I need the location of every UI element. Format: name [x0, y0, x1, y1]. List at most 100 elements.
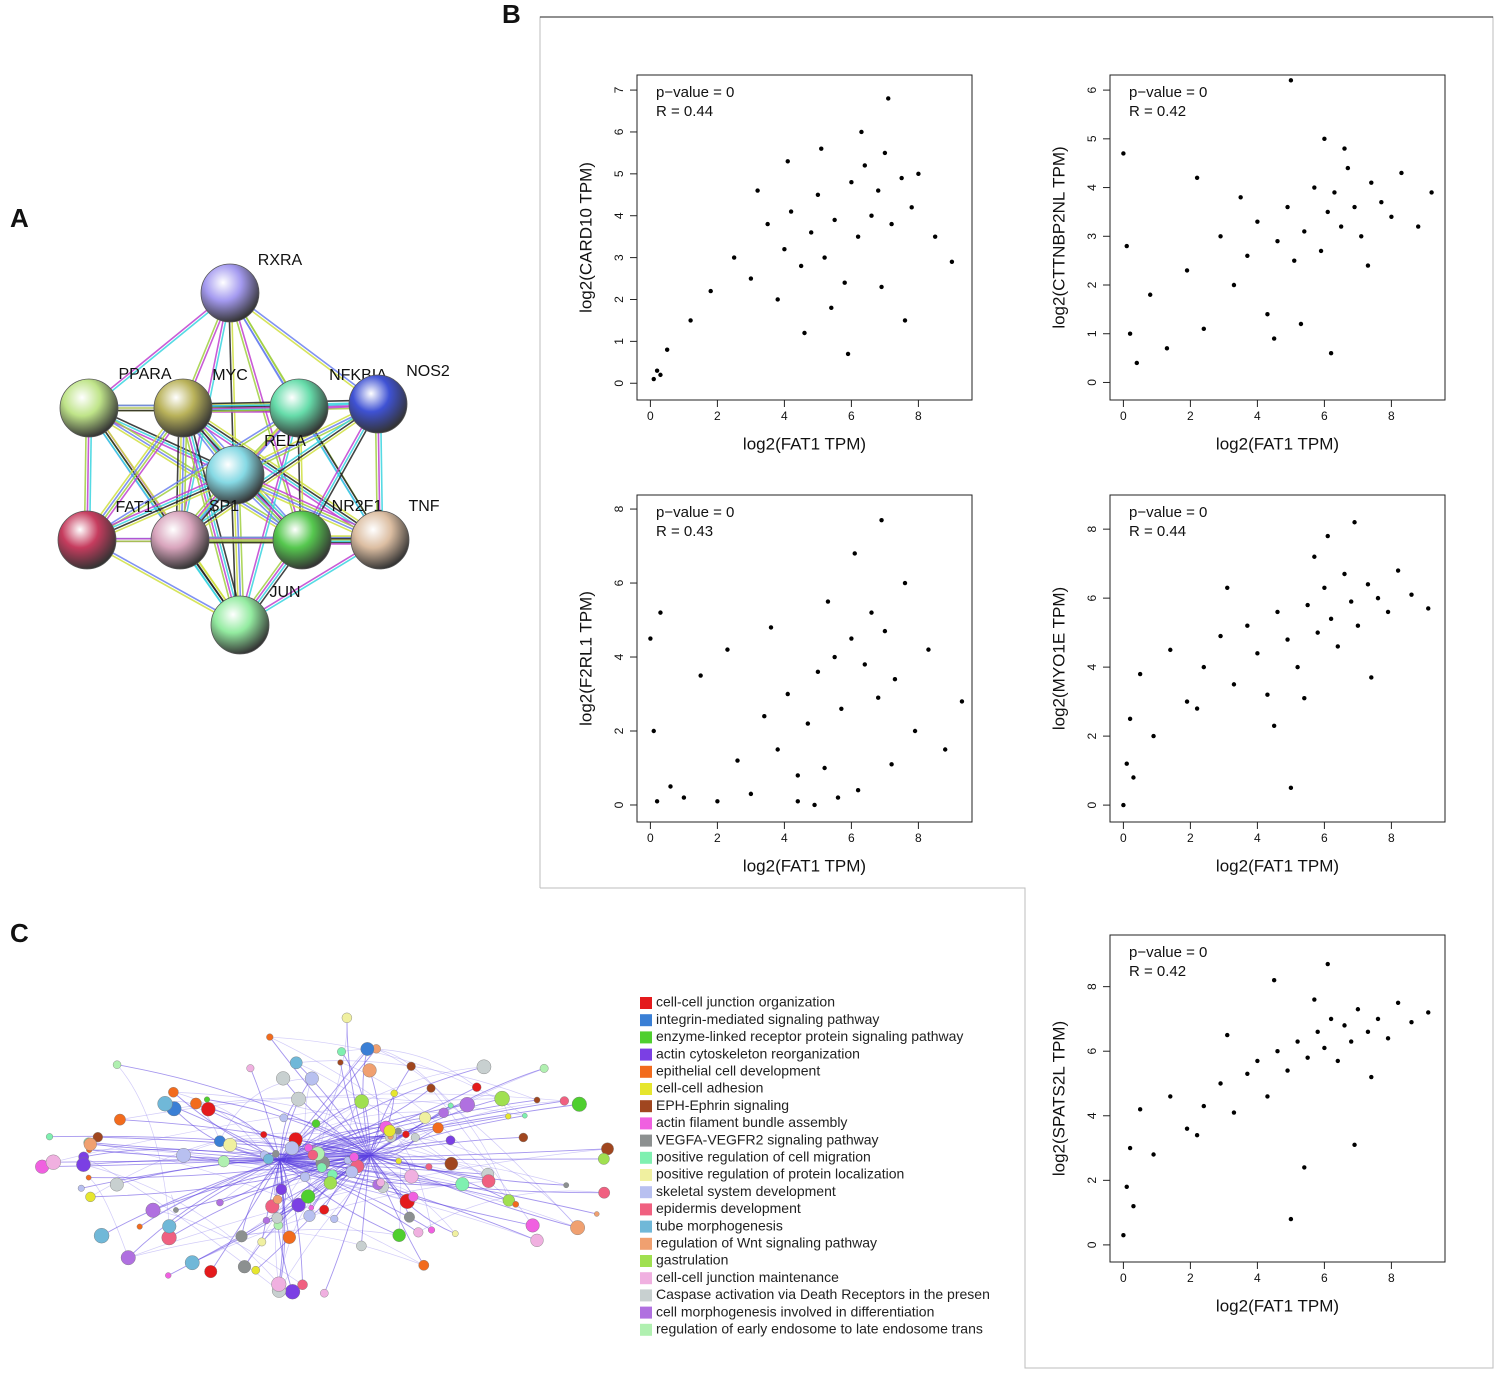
point — [1328, 616, 1334, 622]
edge — [241, 1231, 424, 1266]
scatter-plot: 0 2 4 6 8 0 2 4 6 8 log2(FAT1 TPM) log2(F2RL1 TPM) p… — [576, 494, 973, 875]
point — [1225, 585, 1230, 590]
node-label: MYC — [212, 367, 248, 384]
node — [217, 1155, 230, 1168]
edge — [181, 405, 380, 543]
plot-box — [636, 74, 973, 401]
point — [708, 288, 713, 294]
node — [451, 1230, 459, 1237]
node — [57, 510, 117, 570]
point — [1285, 637, 1290, 642]
edge — [152, 1209, 303, 1286]
y-tick-label: 7 — [612, 86, 626, 93]
node — [83, 1137, 97, 1151]
point — [1131, 775, 1136, 780]
node — [341, 1012, 353, 1023]
point — [849, 636, 854, 641]
plot-box — [1109, 74, 1446, 401]
point — [1325, 533, 1330, 539]
x-tick-label: 4 — [1254, 409, 1261, 423]
node — [408, 1191, 419, 1202]
node-label: PPARA — [118, 366, 171, 383]
point — [1194, 1132, 1200, 1138]
legend-label: skeletal system development — [656, 1183, 836, 1199]
node — [77, 1184, 85, 1192]
point — [1265, 692, 1270, 697]
point — [1369, 1074, 1374, 1080]
node — [269, 378, 329, 438]
node — [530, 1233, 544, 1247]
point — [882, 628, 888, 634]
point — [1295, 664, 1300, 670]
point — [1245, 253, 1250, 258]
y-tick-label: 0 — [612, 801, 626, 808]
node — [445, 1135, 456, 1146]
x-axis-label: log2(FAT1 TPM) — [743, 434, 866, 453]
point — [688, 318, 693, 323]
point — [1302, 695, 1307, 701]
point — [654, 368, 660, 373]
point — [798, 263, 804, 269]
annotation: R = 0.42 — [1129, 103, 1186, 120]
y-tick-label: 4 — [1085, 663, 1099, 670]
legend-swatch — [640, 1151, 652, 1164]
point — [1218, 633, 1223, 639]
point — [1164, 346, 1170, 351]
node — [518, 1132, 528, 1143]
scatter-plot: 0 2 4 6 8 0 1 2 3 4 5 6 log2(FAT1 TPM) log2(CTTNBP2NL… — [1049, 74, 1446, 453]
point — [1231, 682, 1237, 687]
point — [1121, 1233, 1126, 1238]
point — [1137, 1107, 1143, 1112]
x-tick-label: 0 — [1120, 409, 1127, 423]
node — [272, 1194, 283, 1205]
edge — [415, 1137, 578, 1228]
point — [785, 159, 790, 164]
node — [432, 1122, 444, 1134]
point — [1318, 248, 1324, 254]
node — [598, 1153, 610, 1165]
node — [354, 1094, 369, 1109]
point — [698, 673, 703, 678]
node — [216, 1198, 224, 1207]
point — [852, 551, 857, 556]
point — [1184, 268, 1190, 273]
node-label: RELA — [264, 433, 306, 450]
node-label: RXRA — [258, 252, 303, 269]
node — [272, 510, 332, 570]
node — [271, 1276, 287, 1292]
node — [428, 1226, 436, 1234]
node — [459, 1097, 475, 1113]
node — [413, 1227, 424, 1238]
node — [223, 1138, 237, 1152]
point — [1218, 1081, 1223, 1086]
edge — [369, 1070, 380, 1156]
node — [112, 1060, 122, 1069]
point — [1245, 623, 1250, 628]
legend-label: gastrulation — [656, 1252, 728, 1268]
edge — [296, 1066, 484, 1143]
x-tick-label: 4 — [1254, 831, 1261, 845]
annotation: R = 0.44 — [656, 103, 713, 120]
node — [447, 1102, 454, 1109]
scatter-plot: 0 2 4 6 8 0 2 4 6 8 log2(FAT1 TPM) log2(SPATS2L TPM… — [1049, 934, 1446, 1315]
x-tick-label: 6 — [848, 409, 855, 423]
edge — [173, 1096, 525, 1117]
y-tick-label: 8 — [1085, 983, 1099, 990]
point — [775, 297, 780, 302]
y-tick-label: 2 — [1085, 281, 1099, 288]
y-tick-label: 6 — [1085, 86, 1099, 93]
point — [1137, 671, 1143, 677]
edge — [351, 1100, 565, 1173]
point — [886, 96, 891, 101]
point — [876, 188, 881, 193]
point — [1124, 1184, 1129, 1189]
x-tick-label: 8 — [915, 409, 922, 423]
point — [825, 599, 831, 604]
node — [300, 1171, 311, 1182]
point — [1288, 78, 1294, 83]
x-axis-label: log2(FAT1 TPM) — [1216, 434, 1339, 453]
legend-label: positive regulation of cell migration — [656, 1149, 871, 1165]
legend-label: regulation of Wnt signaling pathway — [656, 1235, 877, 1251]
point — [1201, 1103, 1207, 1109]
